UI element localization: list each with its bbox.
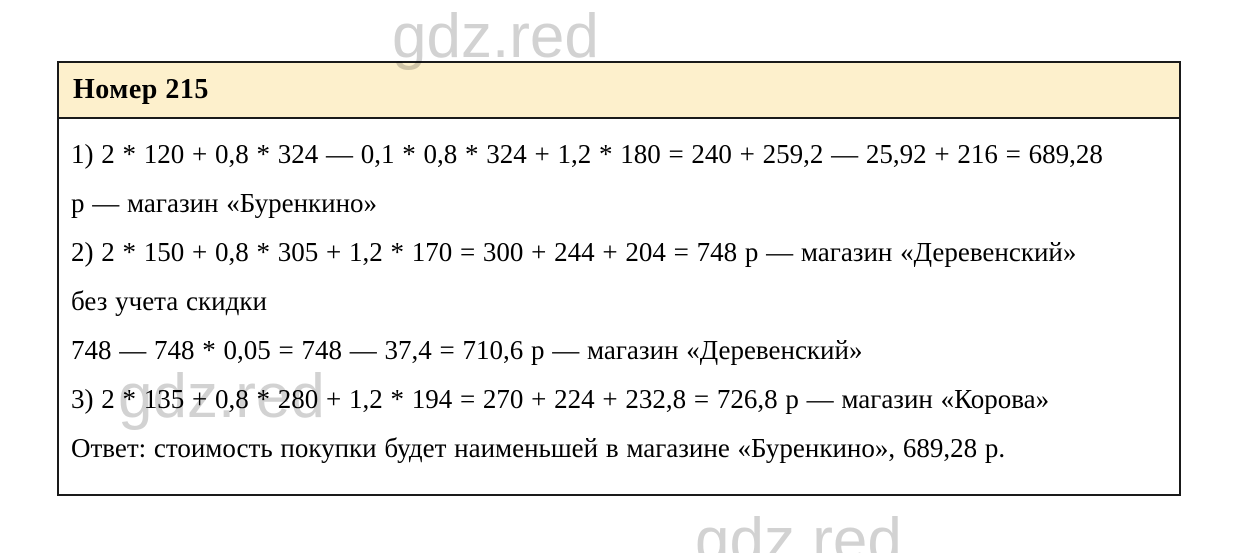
solution-line-6: 3) 2 * 135 + 0,8 * 280 + 1,2 * 194 = 270… bbox=[71, 384, 1050, 414]
solution-line-2: р — магазин «Буренкино» bbox=[71, 188, 378, 218]
watermark-bottom: gdz.red bbox=[695, 506, 902, 553]
watermark-top: gdz.red bbox=[392, 2, 599, 71]
solution-content: 1) 2 * 120 + 0,8 * 324 — 0,1 * 0,8 * 324… bbox=[59, 119, 1179, 494]
solution-line-5: 748 — 748 * 0,05 = 748 — 37,4 = 710,6 р … bbox=[71, 335, 863, 365]
solution-line-3: 2) 2 * 150 + 0,8 * 305 + 1,2 * 170 = 300… bbox=[71, 237, 1077, 267]
task-title: Номер 215 bbox=[73, 74, 209, 105]
task-header: Номер 215 bbox=[59, 63, 1179, 119]
solution-line-1: 1) 2 * 120 + 0,8 * 324 — 0,1 * 0,8 * 324… bbox=[71, 139, 1103, 169]
solution-line-7: Ответ: стоимость покупки будет наименьше… bbox=[71, 433, 1006, 463]
task-card: Номер 215 1) 2 * 120 + 0,8 * 324 — 0,1 *… bbox=[57, 61, 1181, 496]
solution-line-4: без учета скидки bbox=[71, 286, 267, 316]
